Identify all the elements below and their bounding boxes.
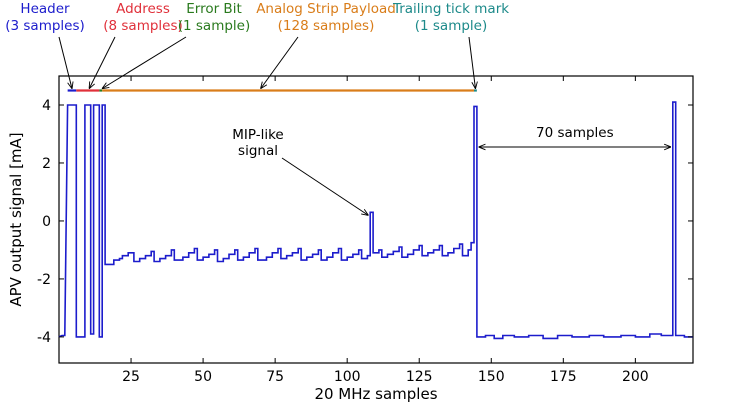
x-tick-label: 25: [122, 369, 140, 385]
span-label: 70 samples: [536, 125, 614, 141]
x-axis-label: 20 MHz samples: [314, 385, 437, 403]
y-tick-label: 4: [42, 98, 51, 114]
y-tick-label: -4: [37, 330, 51, 346]
plot-area: [58, 75, 694, 364]
segment-title: Error Bit: [186, 1, 242, 17]
y-tick-label: 0: [42, 214, 51, 230]
axis-ticks: 25 50 75 100 125 150 175 200 -4 -2 0 2 4: [37, 76, 693, 385]
x-tick-label: 75: [266, 369, 284, 385]
segment-title: Trailing tick mark: [392, 1, 509, 17]
x-tick-label: 175: [550, 369, 577, 385]
y-axis-label: APV output signal [mA]: [7, 132, 25, 306]
segment-arrow: [58, 36, 72, 88]
segment-title: Address: [116, 1, 170, 17]
mip-annotation-line-1: MIP-like: [232, 127, 284, 143]
segment-title: Header: [20, 1, 70, 17]
mip-annotation-line-2: signal: [238, 143, 278, 159]
x-tick-label: 125: [406, 369, 433, 385]
segment-subtitle: (1 sample): [178, 18, 251, 34]
series-line-1: [58, 101, 693, 340]
x-tick-label: 50: [194, 369, 212, 385]
segment-arrow: [89, 36, 116, 88]
segment-subtitle: (8 samples): [103, 18, 183, 34]
segment-arrow: [261, 36, 299, 88]
x-tick-label: 150: [478, 369, 505, 385]
segment-title: Analog Strip Payload: [256, 1, 396, 17]
y-tick-label: 2: [42, 156, 51, 172]
segment-arrow: [468, 36, 475, 88]
segment-arrow: [102, 36, 187, 88]
segment-subtitle: (3 samples): [5, 18, 85, 34]
segment-subtitle: (1 sample): [415, 18, 488, 34]
x-tick-label: 100: [334, 369, 361, 385]
mip-arrow: [281, 157, 368, 215]
x-tick-label: 200: [622, 369, 649, 385]
y-tick-label: -2: [37, 272, 51, 288]
plot-frame: [58, 75, 694, 364]
segment-labels: Header(3 samples) Address(8 samples)Error…: [5, 1, 509, 88]
segment-subtitle: (128 samples): [278, 18, 375, 34]
